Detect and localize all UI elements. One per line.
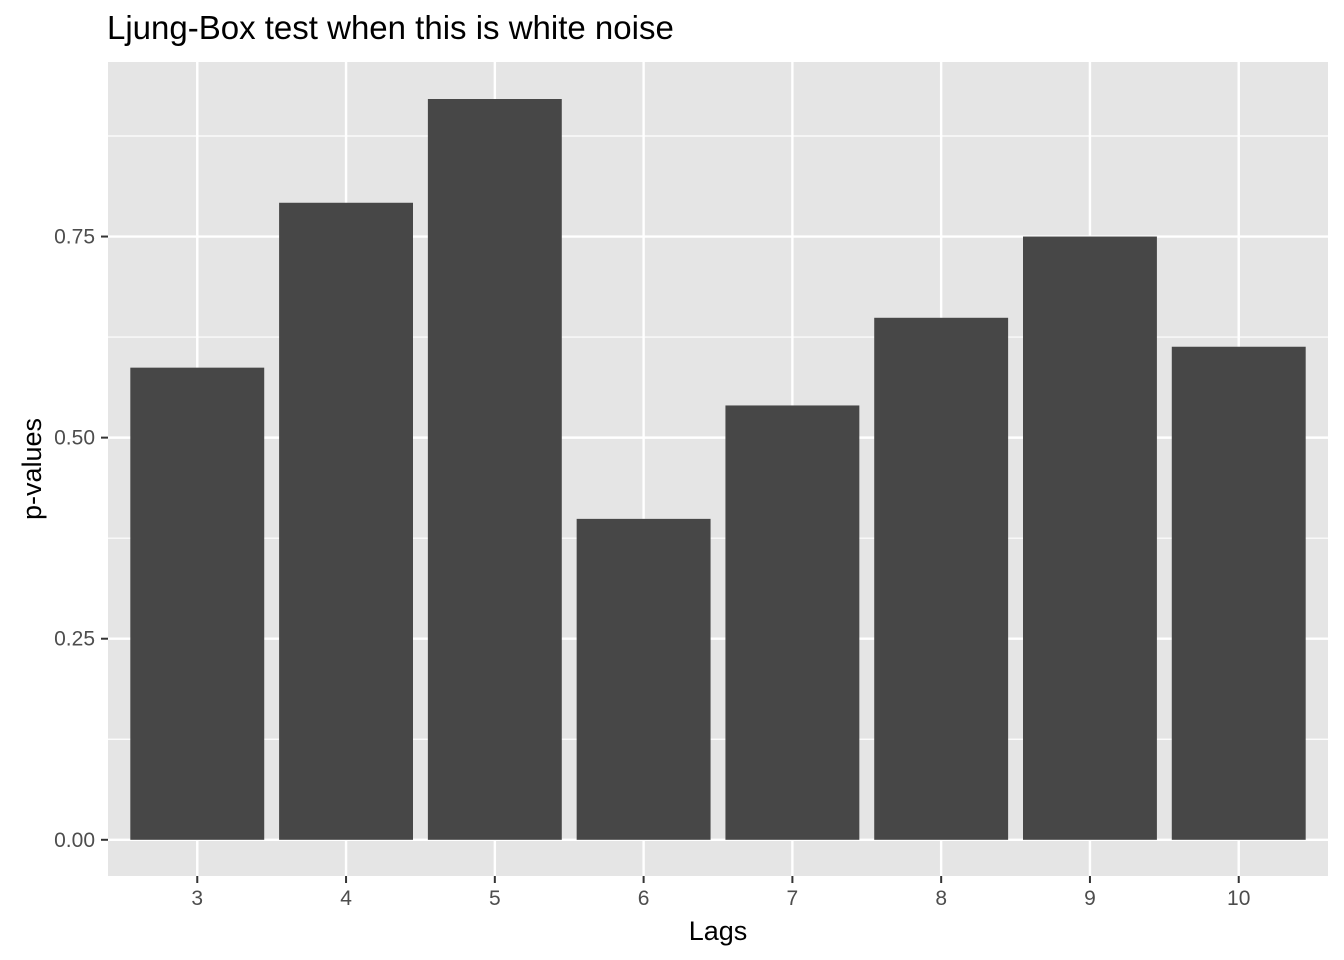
x-tick-label: 5	[489, 887, 501, 910]
y-tick-label: 0.00	[54, 829, 95, 852]
bar-lag-5	[427, 99, 562, 840]
bars-group	[130, 99, 1306, 840]
bar-lag-4	[279, 202, 413, 840]
bar-lag-6	[576, 518, 711, 840]
y-tick-label: 0.75	[54, 226, 95, 249]
bar-lag-8	[874, 317, 1009, 840]
bar-lag-3	[130, 367, 265, 840]
x-tick-label: 9	[1084, 887, 1096, 910]
bar-lag-10	[1171, 346, 1306, 840]
x-tick-label: 7	[787, 887, 799, 910]
bar-lag-9	[1023, 236, 1157, 840]
y-tick-label: 0.25	[54, 628, 95, 651]
y-tick-label: 0.50	[54, 427, 95, 450]
x-tick-label: 6	[638, 887, 650, 910]
x-axis-title: Lags	[689, 916, 748, 946]
x-tick-label: 10	[1227, 887, 1250, 910]
y-axis: 0.00 0.25 0.50 0.75	[54, 226, 108, 852]
x-tick-label: 8	[935, 887, 947, 910]
y-axis-title: p-values	[17, 418, 47, 520]
x-tick-label: 3	[191, 887, 203, 910]
chart-title: Ljung-Box test when this is white noise	[107, 9, 674, 46]
bar-lag-7	[725, 405, 860, 840]
x-tick-label: 4	[340, 887, 352, 910]
x-axis: 3 4 5 6 7 8 9 10	[191, 876, 1250, 910]
